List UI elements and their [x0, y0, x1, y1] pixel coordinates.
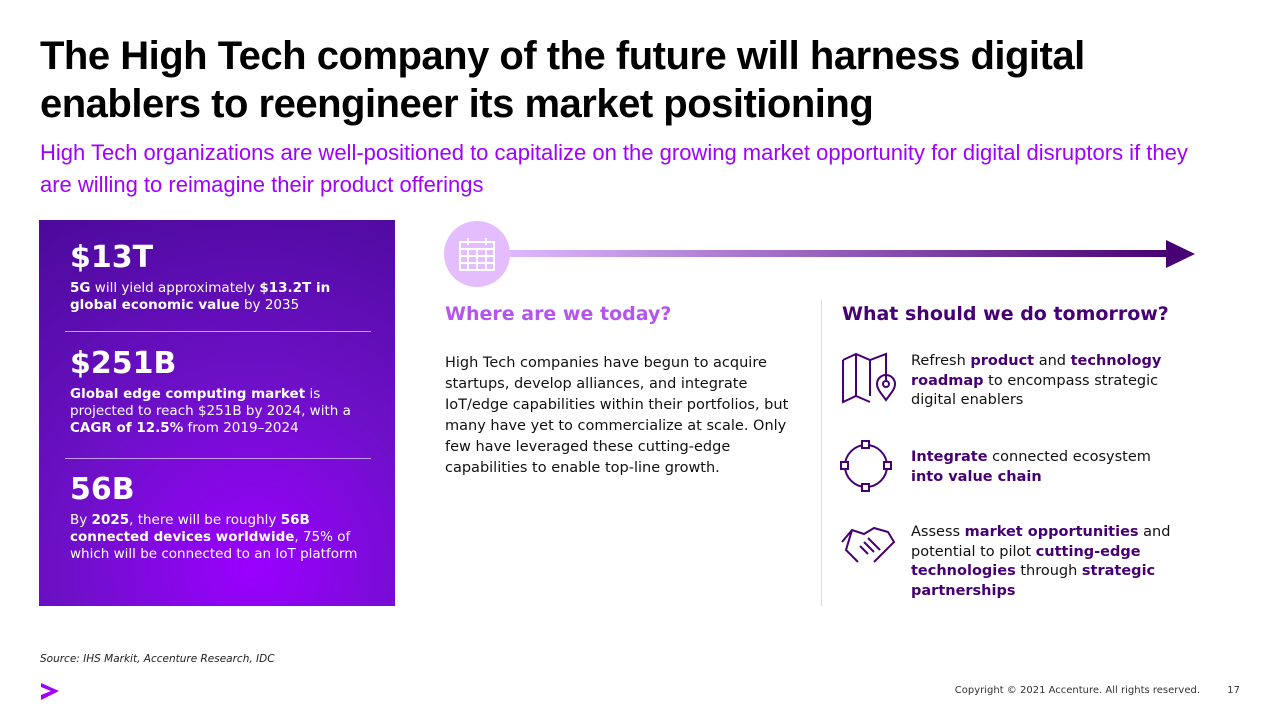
- stat-value: 56B: [70, 472, 135, 507]
- map-icon: [842, 352, 887, 404]
- bold-text: Integrate: [911, 449, 988, 465]
- map-pin: [875, 374, 897, 402]
- bold-text: into value chain: [911, 468, 1042, 485]
- action-item: Refresh product and technology roadmap t…: [911, 352, 1181, 411]
- action-item: Assess market opportunities and potentia…: [911, 523, 1181, 601]
- heading: What should we do tomorrow?: [842, 303, 1169, 325]
- timeline: [444, 221, 1195, 287]
- icons: [840, 352, 897, 563]
- text: Assess: [911, 524, 965, 540]
- text: connected ecosystem: [987, 449, 1151, 465]
- text: , there will be roughly: [129, 512, 281, 528]
- bold-text: 2025: [91, 512, 130, 528]
- bold-text: cutting-edge technologies: [911, 543, 1141, 580]
- text: to encompass strategic digital enablers: [911, 372, 1159, 409]
- bold-text: 5G: [70, 280, 91, 296]
- text: By: [70, 512, 92, 528]
- action-item: Integrate connected ecosystem into value…: [911, 448, 1181, 487]
- subtitle: High Tech organizations are well-positio…: [40, 140, 1188, 197]
- page-number: 17: [1227, 685, 1240, 696]
- body-text: High Tech companies have begun to acquir…: [445, 355, 789, 476]
- separator: [65, 458, 371, 459]
- text: by 2035: [239, 297, 300, 313]
- divider: [821, 300, 822, 606]
- text: and: [1034, 353, 1071, 369]
- stat: $251B Global edge computing market is pro…: [70, 346, 370, 437]
- bold-text: market opportunities: [964, 524, 1139, 540]
- stat-value: $251B: [70, 346, 177, 381]
- bold-text: technology roadmap: [911, 353, 1162, 389]
- bold-text: Global edge computing market: [70, 386, 306, 402]
- source-note: Source: IHS Markit, Accenture Research, …: [40, 653, 275, 665]
- stat-description: 5G will yield approximately $13.2T in gl…: [70, 280, 370, 314]
- text: from 2019–2024: [183, 420, 299, 436]
- text: is projected to reach $251B by 2024, wit…: [70, 386, 351, 419]
- title: The High Tech company of the future will…: [40, 34, 1085, 126]
- stat-value: $13T: [70, 240, 154, 275]
- copyright: Copyright © 2021 Accenture. All rights r…: [954, 685, 1200, 696]
- text: through: [1015, 563, 1082, 579]
- ecosystem-icon: [844, 444, 888, 488]
- separator: [65, 331, 371, 332]
- text: will yield approximately: [90, 280, 260, 296]
- stat-description: By 2025, there will be roughly 56B conne…: [70, 512, 370, 563]
- stats-panel: $13T 5G will yield approximately $13.2T i…: [39, 220, 395, 606]
- text: , 75% of which will be connected to an I…: [70, 529, 358, 562]
- bold-text: 56B connected devices worldwide: [70, 512, 310, 545]
- handshake-icon: [841, 526, 896, 563]
- text: and potential to pilot: [911, 524, 1171, 560]
- bold-text: $13.2T in global economic value: [70, 280, 331, 313]
- stat-description: Global edge computing market is projecte…: [70, 386, 370, 437]
- bold-text: CAGR of 12.5%: [70, 420, 184, 436]
- bold-text: strategic partnerships: [911, 563, 1156, 599]
- bold-text: product: [970, 353, 1035, 369]
- text: Refresh: [911, 353, 971, 369]
- logo: [41, 683, 59, 700]
- arrow-head: [1166, 240, 1195, 268]
- calendar-icon: [459, 238, 495, 271]
- stat: $13T 5G will yield approximately $13.2T i…: [70, 240, 370, 314]
- arrow-line: [508, 250, 1168, 257]
- stat: 56B By 2025, there will be roughly 56B co…: [70, 472, 370, 563]
- heading: Where are we today?: [445, 303, 672, 325]
